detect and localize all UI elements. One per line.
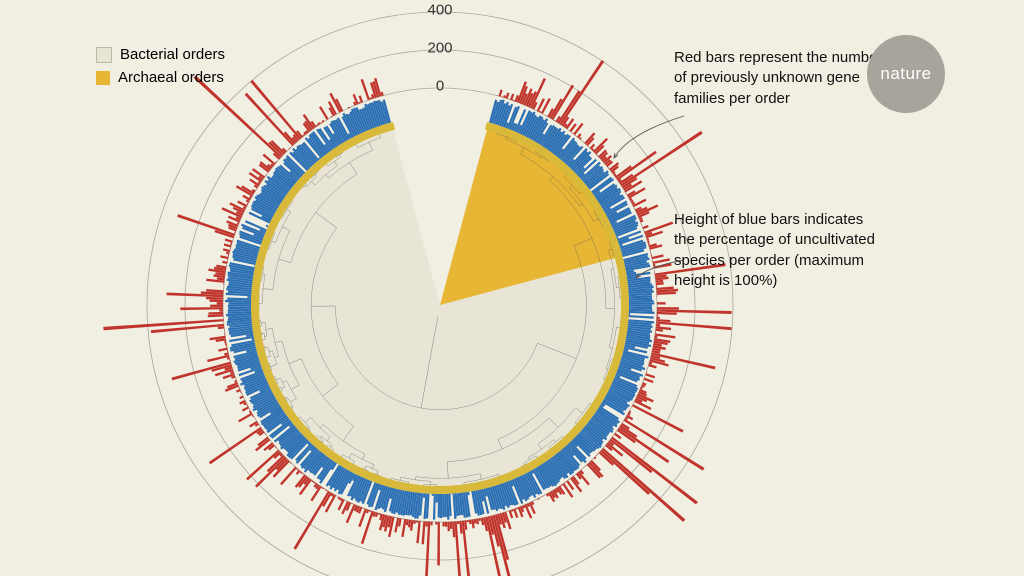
legend-swatch-bacterial xyxy=(96,47,112,63)
legend-swatch-archaeal xyxy=(96,71,110,85)
legend-item-bacterial: Bacterial orders xyxy=(96,44,225,67)
legend-label: Archaeal orders xyxy=(118,67,224,90)
nature-logo-text: nature xyxy=(880,64,931,84)
legend-label: Bacterial orders xyxy=(120,44,225,67)
annotation-red-bars: Red bars represent the number of previou… xyxy=(674,48,884,109)
annotation-blue-bars: Height of blue bars indicates the percen… xyxy=(674,210,884,291)
scale-label-200: 200 xyxy=(427,40,452,57)
legend-item-archaeal: Archaeal orders xyxy=(96,67,225,90)
legend: Bacterial orders Archaeal orders xyxy=(96,44,225,89)
nature-logo-badge: nature xyxy=(867,35,945,113)
scale-label-400: 400 xyxy=(427,2,452,19)
scale-label-0: 0 xyxy=(436,78,444,95)
